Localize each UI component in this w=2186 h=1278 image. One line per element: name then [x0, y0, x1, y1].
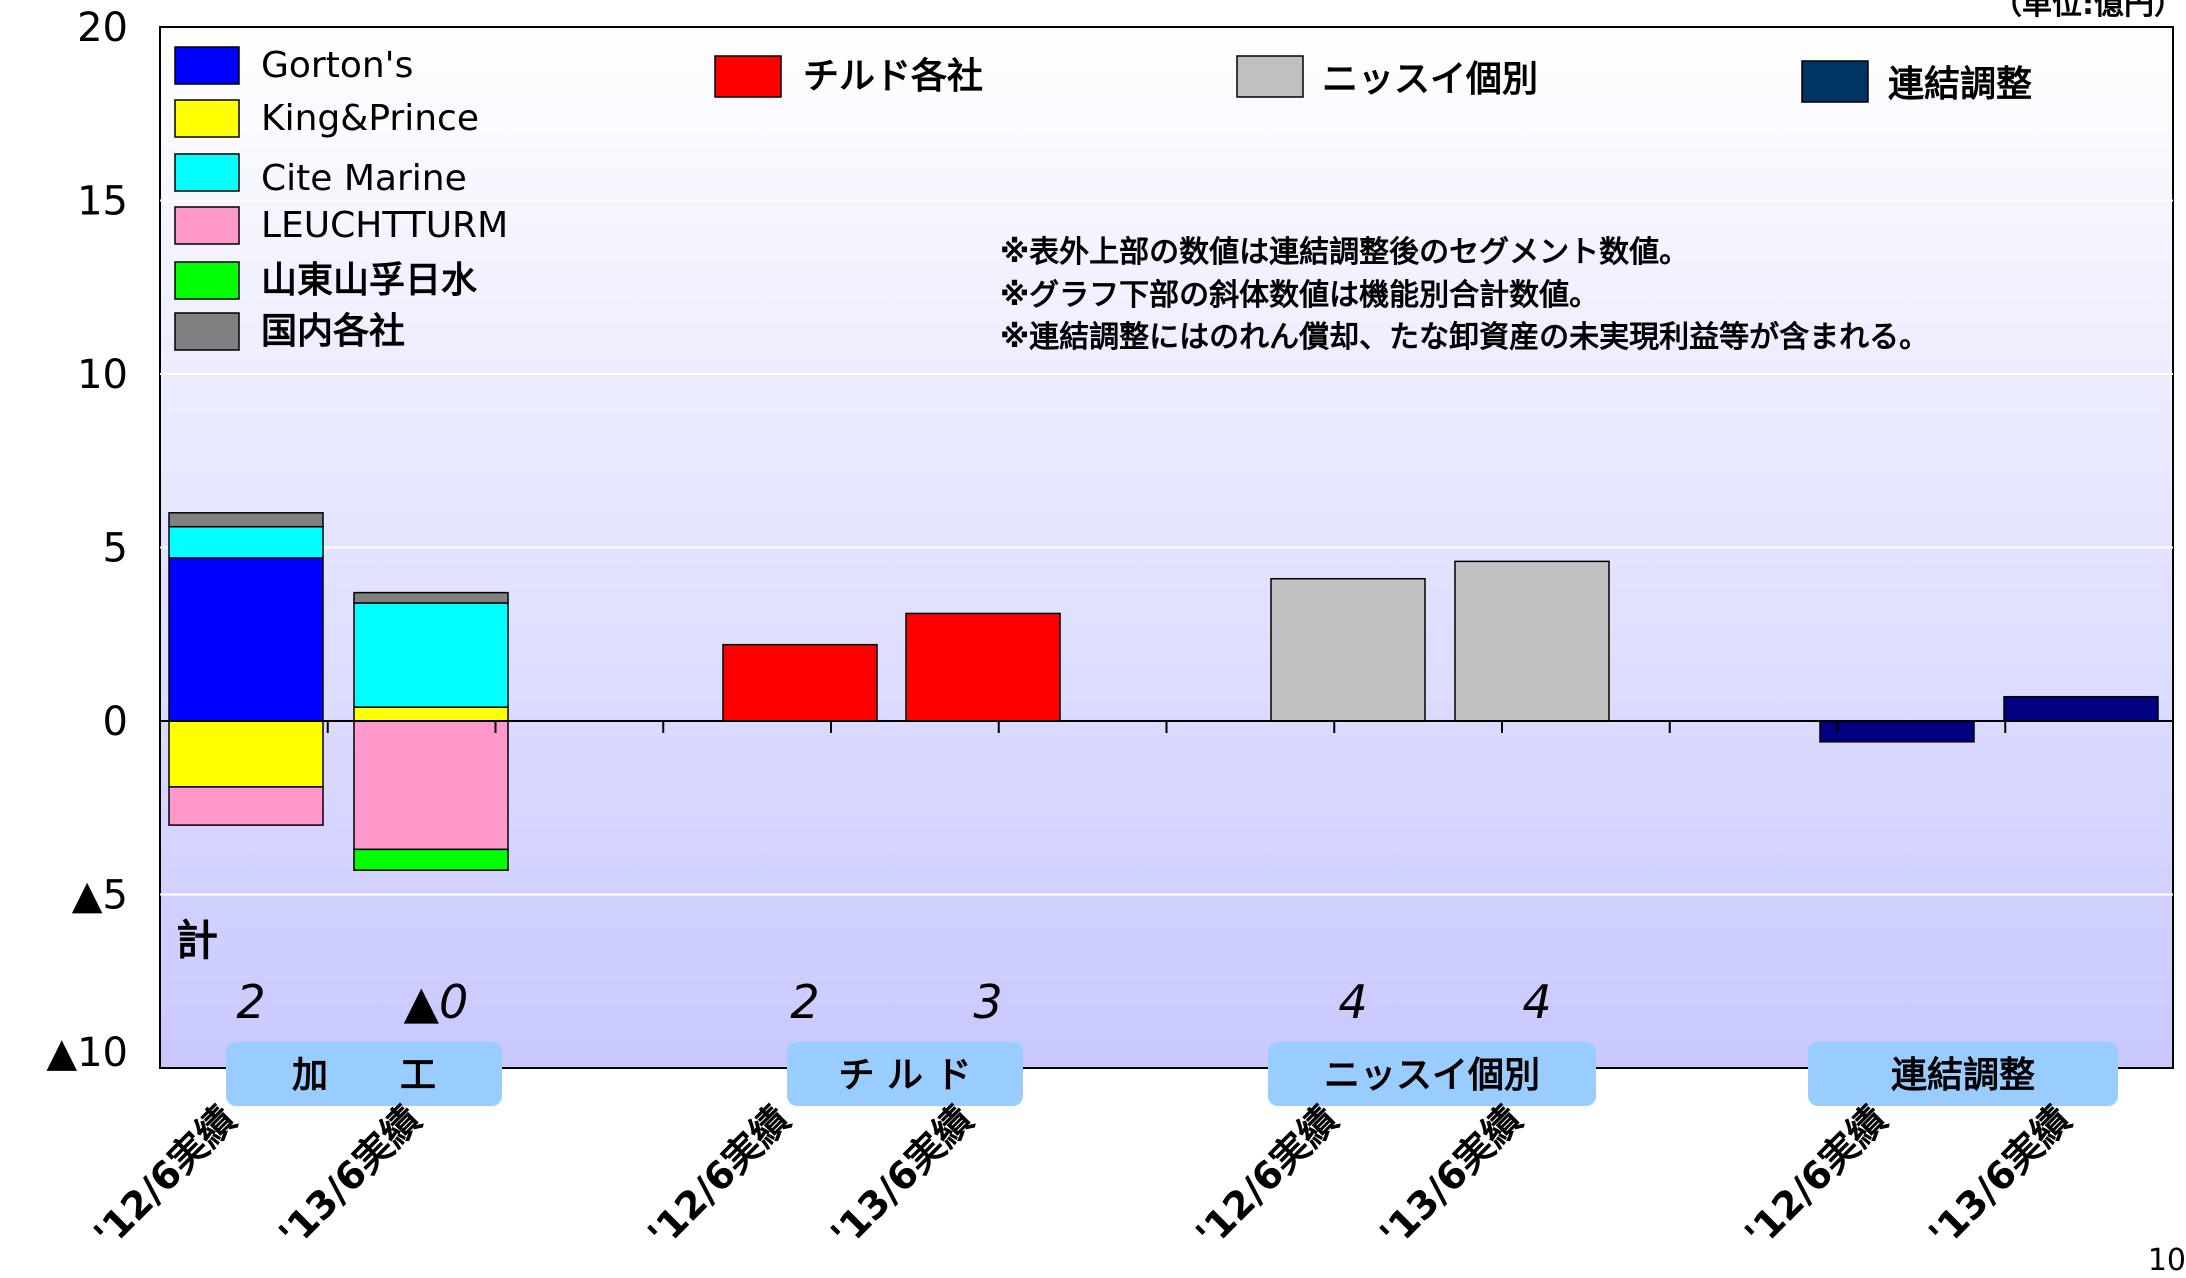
- x-category-label: '12/6実績: [1736, 1097, 1895, 1256]
- x-category-label: '12/6実績: [1187, 1097, 1346, 1256]
- category-total: 2: [236, 975, 265, 1029]
- x-category-label: '12/6実績: [639, 1097, 798, 1256]
- bar-series: [1819, 720, 1975, 743]
- group-label: チ ル ド: [838, 1055, 971, 1096]
- legend-swatch-gortons: [174, 46, 240, 85]
- x-category-label: '12/6実績: [85, 1097, 244, 1256]
- group-label: 連結調整: [1891, 1055, 2035, 1096]
- category-totals: 2 ▲0 2 3 4 4: [236, 975, 1551, 1029]
- x-category-label: '13/6実績: [822, 1097, 981, 1256]
- y-tick-label: 5: [103, 526, 128, 572]
- y-tick-label: ▲10: [46, 1030, 128, 1076]
- category-total: 4: [1338, 975, 1367, 1029]
- legend-label-shandong: 山東山孚日水: [261, 260, 478, 301]
- y-tick-label: 0: [103, 699, 128, 745]
- legend-swatch-domestic: [174, 312, 240, 351]
- gridlines: [160, 199, 2173, 896]
- legend-label-king-prince: King&Prince: [261, 98, 479, 139]
- legend-swatch-nissui: [1236, 55, 1304, 98]
- legend-label-cite-marine: Cite Marine: [261, 158, 467, 199]
- legend-label-domestic: 国内各社: [261, 311, 405, 352]
- legend-label-leuchtturm: LEUCHTTURM: [261, 205, 508, 246]
- x-category-label: '13/6実績: [1920, 1097, 2079, 1256]
- legend-swatch-leuchtturm: [174, 206, 240, 245]
- note-1: ※表外上部の数値は連結調整後のセグメント数値。: [1000, 235, 1689, 270]
- x-axis-category-labels: '12/6実績 '13/6実績 '12/6実績 '13/6実績 '12/6実績 '13/6…: [85, 1097, 2079, 1256]
- notes: ※表外上部の数値は連結調整後のセグメント数値。 ※グラフ下部の斜体数値は機能別合…: [1000, 235, 1929, 355]
- legend-swatch-cite-marine: [174, 153, 240, 192]
- category-total: 2: [790, 975, 819, 1029]
- group-label-box: [787, 1042, 1023, 1106]
- legend-label-consolidation: 連結調整: [1888, 64, 2032, 105]
- bar-leuchtturm: [353, 720, 509, 851]
- legend-swatch-king-prince: [174, 99, 240, 138]
- bar-series: [353, 848, 509, 871]
- group-label-box: [1808, 1042, 2118, 1106]
- legend-label-gortons: Gorton's: [261, 45, 413, 86]
- bar-series: [722, 643, 878, 722]
- legend-label-chilled: チルド各社: [803, 56, 983, 97]
- x-axis-ticks: [159, 721, 2174, 733]
- x-category-label: '13/6実績: [1371, 1097, 1530, 1256]
- bar-series: [353, 591, 509, 604]
- y-tick-label: 15: [77, 179, 128, 225]
- note-3: ※連結調整にはのれん償却、たな卸資産の未実現利益等が含まれる。: [1000, 320, 1929, 355]
- y-tick-label: ▲5: [72, 873, 128, 919]
- group-labels: 加 工 チ ル ド ニッスイ個別 連結調整: [226, 1042, 2118, 1106]
- bar-cite-marine: [353, 602, 509, 708]
- bar-cite-marine: [168, 525, 324, 559]
- y-axis-tick-labels: 20 15 10 5 0 ▲5 ▲10: [46, 5, 128, 1076]
- bars: [168, 512, 2159, 871]
- category-total: 3: [973, 975, 1002, 1029]
- category-total: 4: [1522, 975, 1551, 1029]
- y-tick-label: 10: [77, 352, 128, 398]
- bar-series: [1270, 577, 1426, 722]
- legend-label-nissui: ニッスイ個別: [1322, 59, 1538, 100]
- group-label-box: [1268, 1042, 1596, 1106]
- x-category-label: '13/6実績: [270, 1097, 429, 1256]
- note-2: ※グラフ下部の斜体数値は機能別合計数値。: [1000, 278, 1599, 313]
- category-total: ▲0: [404, 975, 469, 1029]
- bar-gorton-s: [168, 557, 324, 722]
- legend-swatch-consolidation: [1801, 60, 1869, 103]
- legend-swatch-shandong: [174, 261, 240, 300]
- bar-series: [905, 612, 1061, 722]
- bar-king-prince: [353, 706, 509, 722]
- unit-label: （単位:億円）: [1992, 0, 2184, 22]
- legend-swatch-chilled: [714, 55, 782, 98]
- bar-king-prince: [168, 720, 324, 788]
- group-label-box: [226, 1042, 502, 1106]
- page-number: 10: [2148, 1243, 2186, 1278]
- y-tick-label: 20: [77, 5, 128, 51]
- bar-series: [2003, 695, 2159, 722]
- bar-series: [1454, 560, 1610, 722]
- group-label: 加 工: [292, 1055, 436, 1096]
- group-label: ニッスイ個別: [1324, 1055, 1540, 1096]
- bar-series: [168, 512, 324, 528]
- bar-leuchtturm: [168, 786, 324, 826]
- legend: Gorton's King&Prince Cite Marine LEUCHTT…: [174, 45, 2032, 352]
- totals-label: 計: [176, 916, 218, 965]
